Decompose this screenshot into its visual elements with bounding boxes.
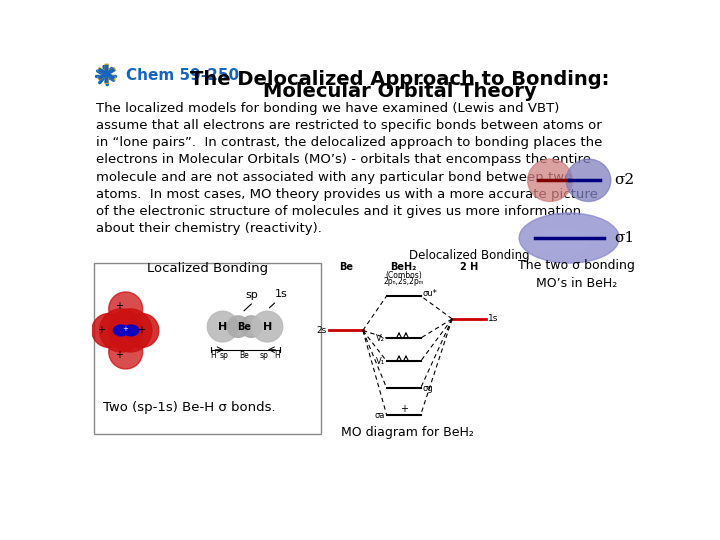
Text: The Delocalized Approach to Bonding:: The Delocalized Approach to Bonding: (190, 70, 610, 89)
Ellipse shape (123, 325, 139, 336)
Text: H: H (263, 322, 272, 332)
Text: Localized Bonding: Localized Bonding (147, 262, 268, 275)
Text: sp: sp (260, 350, 269, 360)
Text: MO diagram for BeH₂: MO diagram for BeH₂ (341, 427, 474, 440)
Text: ✱: ✱ (95, 64, 116, 87)
Ellipse shape (113, 325, 129, 336)
Circle shape (207, 311, 238, 342)
Ellipse shape (566, 159, 611, 201)
Text: σa: σa (375, 410, 385, 420)
Circle shape (109, 309, 152, 352)
Text: H: H (210, 350, 215, 360)
Text: 1s: 1s (275, 289, 287, 299)
Text: 2pₙ,2s,2pₘ: 2pₙ,2s,2pₘ (384, 278, 424, 286)
Text: H: H (274, 350, 280, 360)
Circle shape (252, 311, 283, 342)
Text: σg: σg (422, 384, 433, 393)
Text: 1s: 1s (488, 314, 499, 323)
Text: 2 H: 2 H (460, 261, 478, 272)
Text: +: + (400, 404, 408, 414)
Text: Delocalized Bonding: Delocalized Bonding (409, 249, 529, 262)
Text: 2s: 2s (316, 326, 327, 335)
Text: Molecular Orbital Theory: Molecular Orbital Theory (263, 82, 536, 102)
Text: Be: Be (239, 350, 249, 360)
Circle shape (240, 316, 262, 338)
Circle shape (109, 292, 143, 326)
Circle shape (125, 314, 159, 347)
Text: σu*: σu* (422, 289, 437, 298)
Text: sp: sp (220, 350, 229, 360)
Text: BeH₂: BeH₂ (390, 261, 417, 272)
Text: Be: Be (238, 322, 251, 332)
Circle shape (109, 335, 143, 369)
FancyBboxPatch shape (94, 264, 321, 434)
Text: σ1: σ1 (614, 231, 634, 245)
Ellipse shape (519, 213, 619, 263)
Ellipse shape (528, 159, 572, 201)
Text: +: + (114, 301, 122, 311)
Text: sp: sp (246, 289, 258, 300)
Text: V₂: V₂ (376, 334, 385, 343)
Text: +: + (137, 326, 145, 335)
Circle shape (228, 316, 249, 338)
Text: σ2: σ2 (614, 173, 634, 187)
Text: The localized models for bonding we have examined (Lewis and VBT)
assume that al: The localized models for bonding we have… (96, 102, 602, 235)
Text: H: H (218, 322, 228, 332)
Ellipse shape (534, 228, 588, 255)
Circle shape (99, 309, 143, 352)
Text: +: + (122, 326, 129, 332)
Text: ✱: ✱ (94, 62, 117, 90)
Text: +: + (97, 326, 105, 335)
Circle shape (92, 314, 126, 347)
Text: +: + (114, 350, 122, 360)
Text: Two (sp-1s) Be-H σ bonds.: Two (sp-1s) Be-H σ bonds. (104, 401, 276, 414)
Text: Chem 59-250: Chem 59-250 (126, 68, 239, 83)
Text: Be: Be (339, 261, 353, 272)
Text: V₁: V₁ (376, 357, 385, 366)
Text: (Combos): (Combos) (385, 271, 422, 280)
Text: The two σ bonding
MO’s in BeH₂: The two σ bonding MO’s in BeH₂ (518, 259, 635, 290)
